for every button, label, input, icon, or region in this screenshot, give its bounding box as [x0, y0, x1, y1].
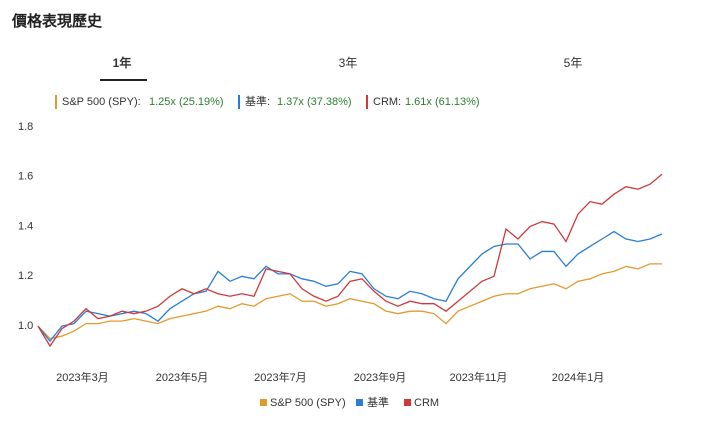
legend-label: 基準: [367, 395, 389, 409]
summary-value: 1.37x (37.38%): [277, 96, 352, 108]
x-tick-label: 2023年5月: [156, 370, 209, 384]
legend-label: S&P 500 (SPY): [270, 397, 346, 409]
summary-value: 1.61x (61.13%): [405, 96, 480, 108]
page-title: 價格表現歷史: [11, 12, 103, 30]
tab[interactable]: 5年: [564, 56, 583, 70]
tab[interactable]: 1年: [113, 55, 132, 70]
series-line: [37, 263, 662, 340]
summary-value: 1.25x (25.19%): [149, 96, 224, 108]
summary-label: 基準:: [245, 94, 270, 108]
x-tick-label: 2023年7月: [254, 370, 307, 384]
legend-label: CRM: [414, 397, 439, 409]
tab[interactable]: 3年: [339, 56, 358, 70]
legend-swatch: [260, 399, 267, 406]
y-tick-label: 1.0: [18, 320, 33, 332]
summary-label: CRM:: [373, 96, 401, 108]
y-tick-label: 1.8: [18, 121, 33, 133]
x-tick-label: 2023年9月: [354, 370, 407, 384]
summary-label: S&P 500 (SPY):: [62, 96, 141, 108]
y-tick-label: 1.2: [18, 270, 33, 282]
legend-swatch: [404, 399, 411, 406]
y-tick-label: 1.4: [18, 220, 33, 232]
summary-color: [238, 95, 240, 109]
series-line: [37, 230, 663, 343]
y-tick-label: 1.6: [18, 171, 33, 183]
legend-swatch: [356, 399, 363, 406]
summary-color: [55, 95, 57, 109]
x-tick-label: 2023年3月: [56, 370, 109, 384]
x-tick-label: 2024年1月: [552, 370, 605, 384]
x-tick-label: 2023年11月: [449, 370, 507, 384]
summary-color: [366, 95, 368, 109]
series-line: [37, 173, 663, 348]
